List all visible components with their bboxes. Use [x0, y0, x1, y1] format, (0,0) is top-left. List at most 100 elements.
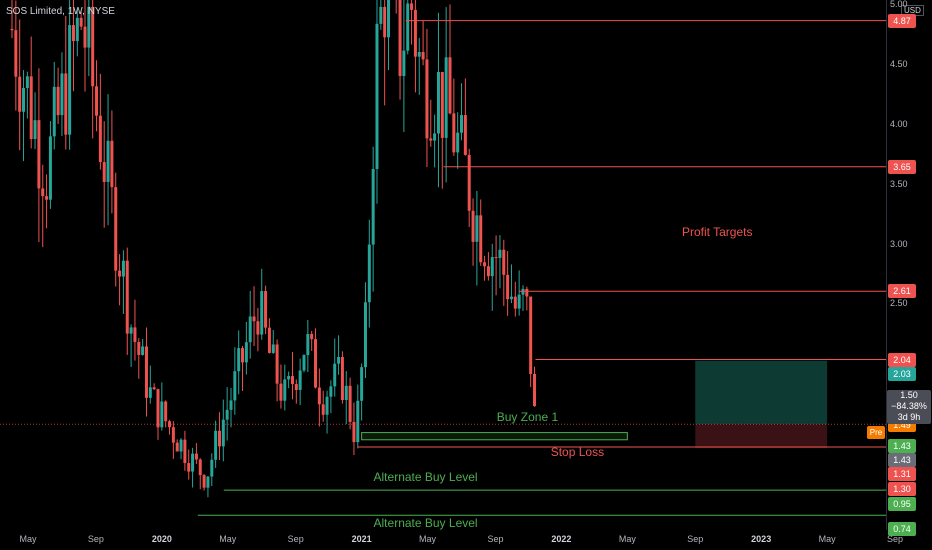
candle-body — [202, 475, 206, 488]
candle-body — [321, 404, 325, 415]
candle-body — [75, 17, 79, 42]
x-tick-label: 2020 — [151, 534, 172, 544]
candle-body — [48, 136, 52, 200]
candle-body — [229, 400, 233, 410]
candle-body — [10, 28, 14, 31]
chart-annotation[interactable]: Alternate Buy Level — [373, 470, 478, 485]
candle-body — [421, 51, 425, 60]
chart-annotation[interactable]: Stop Loss — [550, 444, 605, 459]
y-tick-label: 3.50 — [890, 178, 908, 189]
candle-body — [91, 6, 95, 87]
candle-body — [95, 86, 99, 116]
candle-body — [513, 296, 517, 309]
x-tick-label: Sep — [887, 534, 904, 544]
candle-body — [83, 26, 87, 48]
candle-body — [333, 363, 337, 387]
candle-body — [37, 120, 41, 189]
candle-body — [490, 257, 494, 277]
candle-body — [463, 115, 467, 155]
x-tick-label: 2022 — [551, 534, 572, 544]
candle-body — [183, 439, 187, 464]
price-axis-label: 2.04 — [888, 352, 916, 367]
x-tick-label: Sep — [687, 534, 704, 544]
candle-body — [148, 387, 152, 398]
candle-body — [206, 476, 210, 488]
candle-body — [125, 260, 129, 334]
candle-body — [344, 385, 348, 401]
candle-body — [114, 187, 118, 271]
candle-body — [60, 73, 64, 116]
candle-body — [214, 430, 218, 460]
loss-zone — [695, 424, 828, 449]
candle-body — [45, 196, 49, 200]
price-axis-label: 1.43 — [888, 439, 916, 454]
candle-body — [290, 376, 294, 385]
candle-body — [52, 86, 56, 137]
candle-body — [118, 270, 122, 277]
y-tick-label: 4.00 — [890, 118, 908, 129]
last-price-change: −84.38% — [891, 401, 927, 411]
x-tick-label: May — [19, 534, 37, 544]
candle-body — [448, 57, 452, 114]
candle-body — [479, 215, 483, 263]
candle-body — [102, 162, 106, 182]
candle-body — [237, 348, 241, 372]
candle-body — [279, 383, 283, 401]
candle-body — [471, 210, 475, 242]
candle-body — [191, 453, 195, 472]
candle-body — [164, 401, 168, 422]
x-tick-label: 2021 — [351, 534, 372, 544]
candle-body — [460, 115, 464, 133]
chart-annotation[interactable]: Alternate Buy Level — [373, 515, 478, 530]
candle-body — [41, 188, 45, 197]
profit-zone — [695, 360, 828, 425]
candle-body — [29, 76, 33, 140]
candle-body — [256, 321, 260, 335]
x-tick-label: Sep — [87, 534, 104, 544]
candle-body — [198, 459, 202, 476]
candle-body — [260, 291, 264, 335]
candle-body — [436, 71, 440, 134]
price-axis-label: 2.61 — [888, 284, 916, 299]
y-tick-label: 2.50 — [890, 298, 908, 309]
candle-body — [486, 266, 490, 277]
candle-body — [517, 294, 521, 309]
chart-annotation[interactable]: Profit Targets — [681, 224, 753, 239]
candle-body — [467, 154, 471, 211]
candle-body — [429, 138, 433, 141]
candle-body — [302, 355, 306, 371]
candle-body — [264, 291, 268, 328]
candle-body — [25, 76, 29, 89]
candle-body — [129, 327, 133, 334]
candle-body — [133, 327, 137, 342]
candle-body — [525, 288, 529, 297]
last-price-value: 1.50 — [900, 390, 918, 400]
candle-body — [529, 296, 533, 374]
candle-body — [217, 430, 221, 447]
candle-body — [375, 23, 379, 169]
candle-body — [221, 419, 225, 447]
candle-body — [144, 346, 148, 398]
candle-body — [440, 71, 444, 138]
price-axis-label: 3.65 — [888, 159, 916, 174]
candle-body — [325, 396, 329, 415]
y-tick-label: 4.50 — [890, 58, 908, 69]
price-axis-label: 2.03 — [888, 367, 916, 382]
candle-body — [352, 421, 356, 443]
candle-body — [329, 386, 333, 397]
candle-body — [494, 257, 498, 259]
chart-annotation[interactable]: Buy Zone 1 — [496, 410, 559, 425]
candle-body — [340, 357, 344, 401]
x-tick-label: Sep — [287, 534, 304, 544]
candle-body — [283, 379, 287, 401]
symbol-title[interactable]: SOS Limited, 1W, NYSE — [6, 6, 115, 17]
candle-body — [406, 3, 410, 51]
price-axis-label: 1.31 — [888, 466, 916, 481]
bar-countdown: 3d 9h — [897, 412, 921, 422]
candle-body — [271, 344, 275, 353]
candle-body — [233, 371, 237, 401]
candle-body — [160, 401, 164, 428]
candle-body — [168, 421, 172, 428]
candle-body — [475, 215, 479, 242]
